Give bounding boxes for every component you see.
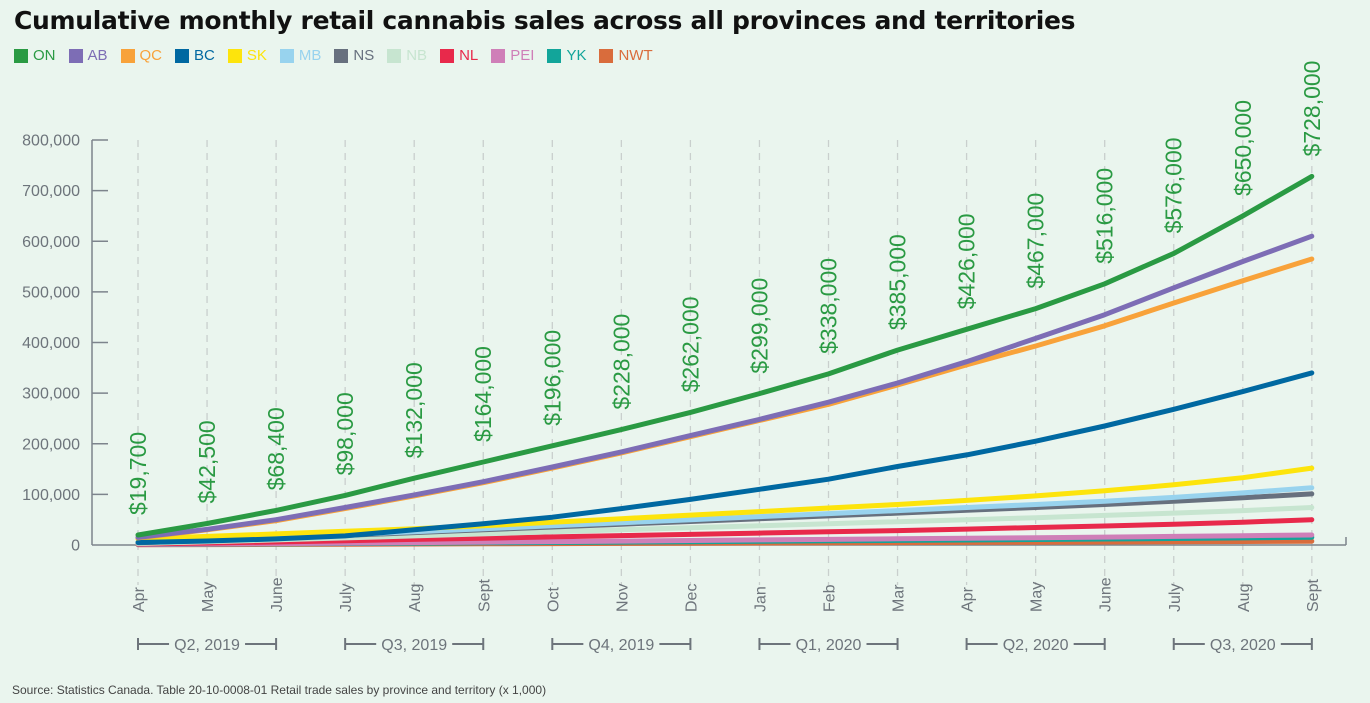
data-label: $728,000	[1299, 61, 1325, 157]
x-tick-label: Feb	[822, 584, 839, 612]
x-tick-label: May	[200, 582, 217, 612]
data-label: $164,000	[470, 346, 496, 442]
y-tick-label: 300,000	[22, 386, 80, 403]
data-label: $228,000	[608, 314, 634, 410]
legend-label: YK	[566, 47, 587, 64]
legend-swatch	[68, 48, 83, 63]
data-label: $19,700	[125, 432, 151, 515]
series-line-sk	[135, 465, 1315, 542]
legend-swatch	[279, 48, 294, 63]
x-tick-label: Sept	[476, 579, 493, 612]
legend-item-on: ON	[14, 47, 56, 64]
legend-label: NB	[406, 47, 428, 64]
legend-label: ON	[33, 47, 56, 64]
x-tick-label: Mar	[891, 584, 908, 612]
data-label: $42,500	[194, 420, 220, 503]
legend-item-bc: BC	[175, 47, 215, 64]
legend-label: MB	[298, 47, 322, 64]
y-tick-label: 0	[71, 538, 80, 555]
x-tick-label: July	[1167, 584, 1184, 612]
x-tick-label: July	[338, 584, 355, 612]
legend-label: NL	[459, 47, 479, 64]
legend-label: PEI	[510, 47, 535, 64]
x-tick-label: Oct	[545, 587, 562, 612]
legend-swatch	[227, 48, 242, 63]
data-label: $385,000	[885, 234, 911, 330]
y-tick-label: 500,000	[22, 284, 80, 301]
legend-item-ns: NS	[334, 47, 374, 64]
x-tick-label: Apr	[960, 586, 977, 612]
source-note: Source: Statistics Canada. Table 20-10-0…	[12, 683, 547, 697]
legend-swatch	[120, 48, 135, 63]
y-tick-label: 600,000	[22, 234, 80, 251]
chart-title: Cumulative monthly retail cannabis sales…	[14, 6, 1076, 35]
legend-swatch	[334, 48, 349, 63]
data-label: $98,000	[332, 392, 358, 475]
quarter-label: Q2, 2019	[174, 637, 240, 654]
legend-label: QC	[139, 47, 163, 64]
legend-item-nwt: NWT	[599, 47, 653, 64]
data-label: $576,000	[1161, 137, 1187, 233]
legend-item-sk: SK	[227, 47, 267, 64]
series-line-bc	[135, 370, 1315, 545]
x-tick-label: June	[269, 577, 286, 612]
x-tick-label: Aug	[1236, 584, 1253, 612]
data-label: $68,400	[263, 407, 289, 490]
legend-item-yk: YK	[547, 47, 586, 64]
data-label: $299,000	[746, 278, 772, 374]
legend-item-pei: PEI	[491, 47, 534, 64]
quarter-label: Q4, 2019	[588, 637, 654, 654]
y-tick-label: 700,000	[22, 183, 80, 200]
series-line-nl	[135, 517, 1315, 547]
data-label: $132,000	[401, 362, 427, 458]
legend-swatch	[14, 48, 28, 63]
quarter-label: Q1, 2020	[796, 637, 862, 654]
x-tick-label: Jan	[752, 586, 769, 612]
x-tick-label: June	[1098, 577, 1115, 612]
y-tick-label: 200,000	[22, 436, 80, 453]
x-tick-label: May	[1029, 582, 1046, 612]
legend-swatch	[599, 48, 614, 63]
legend-label: NS	[353, 47, 375, 64]
quarter-label: Q3, 2019	[381, 637, 447, 654]
legend-swatch	[491, 48, 506, 63]
x-tick-label: Nov	[614, 584, 631, 612]
legend-item-qc: QC	[120, 47, 163, 64]
legend-label: SK	[246, 47, 267, 64]
data-label: $426,000	[954, 213, 980, 309]
legend-swatch	[175, 48, 190, 63]
legend-swatch	[440, 48, 455, 63]
legend-label: AB	[87, 47, 108, 64]
legend-swatch	[387, 48, 402, 63]
legend: ON AB QC BC SK MB NS NB NL PEI YK NWT	[14, 47, 666, 64]
legend-item-nb: NB	[387, 47, 427, 64]
data-label: $338,000	[816, 258, 842, 354]
x-tick-label: Aug	[407, 584, 424, 612]
legend-item-nl: NL	[440, 47, 478, 64]
x-tick-label: Apr	[131, 586, 148, 612]
y-tick-label: 100,000	[22, 487, 80, 504]
data-label: $650,000	[1230, 100, 1256, 196]
series-line-ab	[135, 233, 1315, 540]
y-tick-label: 400,000	[22, 335, 80, 352]
legend-item-mb: MB	[279, 47, 322, 64]
data-label: $467,000	[1023, 193, 1049, 289]
legend-label: NWT	[618, 47, 653, 64]
legend-label: BC	[194, 47, 215, 64]
quarter-label: Q3, 2020	[1210, 637, 1276, 654]
y-tick-label: 800,000	[22, 133, 80, 150]
legend-swatch	[547, 48, 562, 63]
series-line-on	[135, 173, 1315, 538]
data-label: $516,000	[1092, 168, 1118, 264]
legend-item-ab: AB	[68, 47, 108, 64]
data-label: $196,000	[539, 330, 565, 426]
x-tick-label: Dec	[683, 584, 700, 612]
data-label: $262,000	[677, 296, 703, 392]
quarter-label: Q2, 2020	[1003, 637, 1069, 654]
x-tick-label: Sept	[1305, 579, 1322, 612]
